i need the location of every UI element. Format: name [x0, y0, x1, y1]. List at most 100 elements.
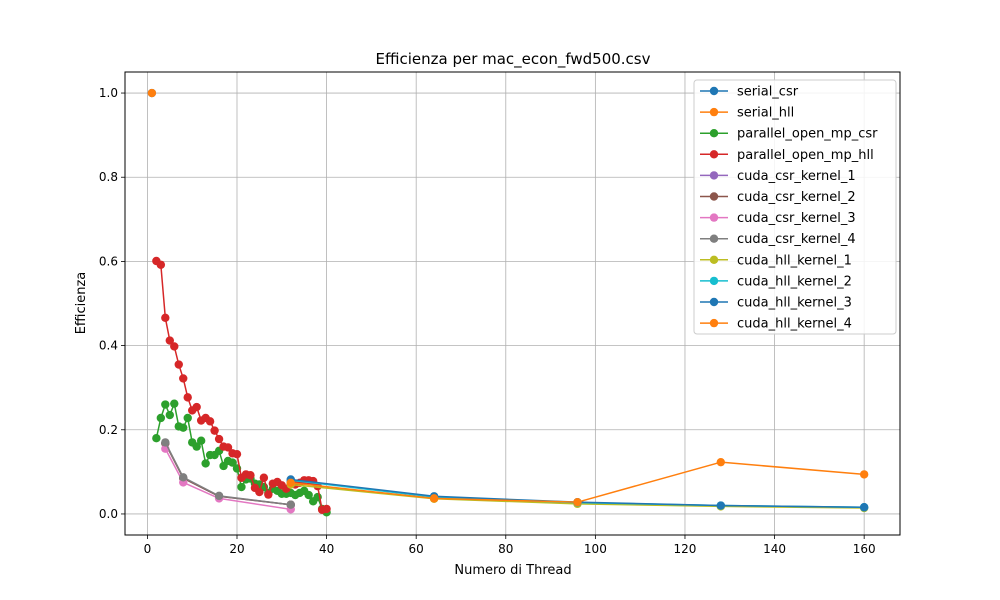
- data-point: [573, 497, 582, 507]
- data-point: [156, 413, 166, 423]
- legend-label: cuda_hll_kernel_4: [737, 317, 852, 332]
- data-point: [232, 449, 242, 459]
- x-tick-label: 0: [144, 542, 152, 556]
- data-point: [183, 393, 192, 402]
- data-point: [161, 313, 170, 323]
- data-point: [286, 500, 295, 509]
- legend-label: serial_csr: [737, 85, 799, 100]
- legend-label: parallel_open_mp_hll: [737, 148, 874, 163]
- legend-item: parallel_open_mp_csr: [700, 127, 878, 142]
- legend-item: cuda_hll_kernel_3: [700, 296, 852, 311]
- data-point: [223, 443, 233, 452]
- data-point: [716, 501, 726, 510]
- data-point: [716, 457, 726, 467]
- data-point: [152, 433, 161, 443]
- legend: serial_csr serial_hll parallel_open_mp_csr…: [693, 79, 897, 335]
- y-tick-label: 0.6: [99, 254, 118, 268]
- legend-swatch-marker: [709, 86, 719, 96]
- data-point: [179, 473, 188, 482]
- y-tick-label: 1.0: [99, 86, 118, 100]
- legend-label: cuda_csr_kernel_1: [737, 169, 856, 184]
- legend-item: cuda_csr_kernel_1: [700, 169, 856, 184]
- data-point: [161, 438, 170, 447]
- legend-label: cuda_hll_kernel_1: [737, 253, 852, 268]
- data-point: [214, 434, 224, 444]
- data-point: [147, 88, 157, 98]
- x-tick-label: 60: [409, 542, 424, 556]
- data-point: [237, 482, 246, 492]
- series-layer: [147, 88, 869, 517]
- legend-swatch-marker: [709, 150, 719, 159]
- y-tick-label: 0.4: [99, 339, 118, 353]
- x-tick-label: 20: [229, 542, 244, 556]
- legend-swatch-marker: [709, 129, 719, 138]
- x-tick-label: 100: [584, 542, 607, 556]
- data-point: [183, 413, 192, 423]
- legend-label: cuda_csr_kernel_2: [737, 190, 856, 205]
- data-point: [179, 374, 188, 383]
- data-point: [174, 360, 183, 369]
- series-serial_hll: [147, 88, 157, 98]
- chart-title: Efficienza per mac_econ_fwd500.csv: [375, 50, 650, 69]
- y-tick-label: 0.0: [99, 507, 118, 521]
- x-axis-title: Numero di Thread: [454, 563, 571, 578]
- x-tick-label: 160: [853, 542, 876, 556]
- data-point: [192, 402, 201, 412]
- series-line: [164, 448, 291, 511]
- data-point: [205, 417, 215, 426]
- legend-item: cuda_csr_kernel_4: [700, 232, 856, 247]
- data-point: [201, 459, 210, 468]
- data-point: [179, 423, 188, 432]
- legend-label: serial_hll: [737, 106, 794, 121]
- data-point: [264, 490, 273, 499]
- series-line: [164, 442, 291, 506]
- data-point: [859, 470, 869, 479]
- legend-swatch-marker: [709, 297, 719, 307]
- data-point: [161, 400, 170, 409]
- legend-swatch-marker: [709, 192, 719, 201]
- x-tick-label: 140: [763, 542, 786, 556]
- legend-item: serial_hll: [700, 106, 794, 121]
- data-point: [429, 494, 439, 503]
- data-point: [156, 260, 166, 269]
- legend-label: cuda_csr_kernel_3: [737, 211, 856, 226]
- data-point: [170, 342, 179, 351]
- data-point: [165, 410, 174, 420]
- x-tick-label: 80: [498, 542, 513, 556]
- legend-item: parallel_open_mp_hll: [700, 148, 874, 163]
- legend-item: cuda_hll_kernel_2: [700, 274, 852, 289]
- data-point: [304, 490, 313, 500]
- data-point: [322, 504, 331, 514]
- legend-swatch-marker: [709, 255, 719, 264]
- data-point: [255, 487, 264, 497]
- data-point: [210, 426, 219, 435]
- data-point: [214, 491, 224, 501]
- legend-label: parallel_open_mp_csr: [737, 127, 878, 142]
- legend-item: serial_csr: [700, 85, 799, 100]
- data-point: [228, 458, 237, 467]
- data-point: [192, 442, 201, 451]
- series-cuda_hll_kernel_4: [286, 457, 869, 507]
- y-tick-label: 0.8: [99, 170, 118, 184]
- data-point: [259, 473, 269, 482]
- x-tick-label: 40: [319, 542, 334, 556]
- legend-swatch-marker: [709, 213, 719, 222]
- data-point: [170, 399, 179, 408]
- data-point: [246, 471, 255, 480]
- legend-label: cuda_hll_kernel_2: [737, 274, 852, 289]
- legend-swatch-marker: [709, 171, 719, 180]
- legend-label: cuda_hll_kernel_3: [737, 296, 852, 311]
- x-tick-label: 120: [674, 542, 697, 556]
- legend-swatch-marker: [709, 107, 719, 117]
- data-point: [859, 503, 869, 512]
- legend-item: cuda_csr_kernel_2: [700, 190, 856, 205]
- legend-item: cuda_csr_kernel_3: [700, 211, 856, 226]
- legend-swatch-marker: [709, 234, 719, 243]
- data-point: [286, 478, 295, 488]
- data-point: [165, 336, 174, 345]
- data-point: [196, 436, 206, 445]
- legend-box: [693, 79, 897, 335]
- legend-label: cuda_csr_kernel_4: [737, 232, 856, 247]
- series-cuda_csr_kernel_4: [161, 438, 295, 509]
